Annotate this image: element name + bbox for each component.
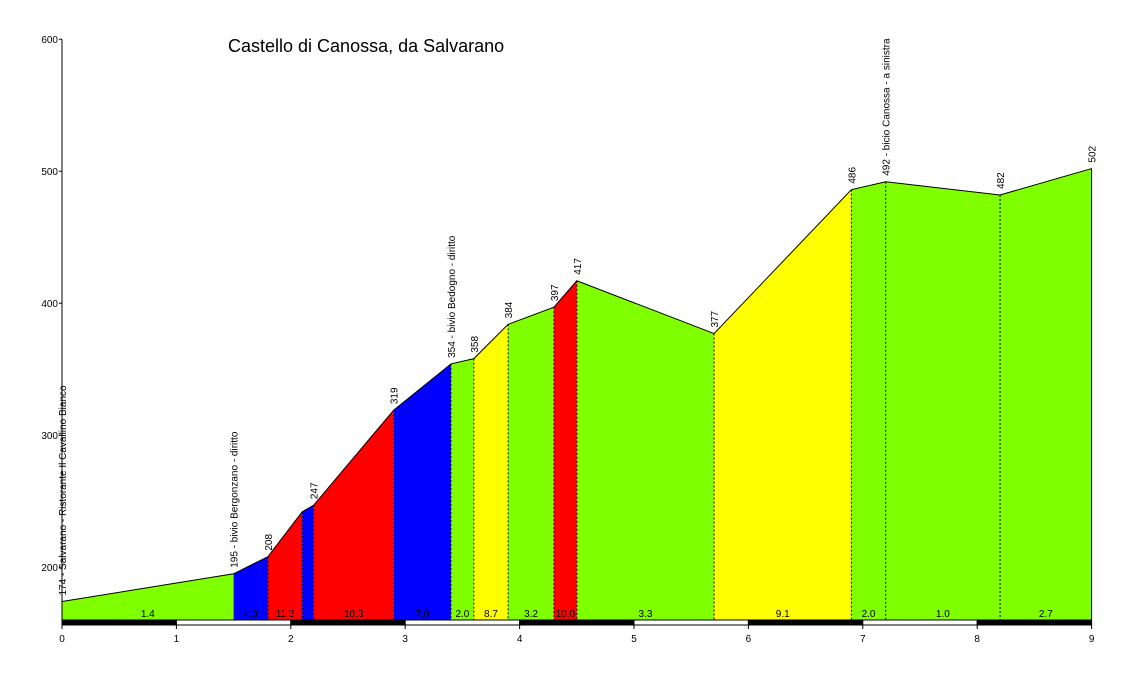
segment-fill-7 — [473, 324, 509, 620]
segment-fill-2 — [267, 511, 303, 620]
x-tick-label: 9 — [1089, 634, 1095, 645]
point-label: 417 — [573, 258, 584, 275]
y-tick-label: 600 — [41, 35, 58, 46]
segment-gradient-label: 2.7 — [1039, 609, 1053, 620]
gradient-labels: 1.4 4.3 11.3 10.3 7.0 2.0 8.7 3.2 10.0 3.3 9.1 2.0 1… — [141, 609, 1053, 620]
km-scale-block — [862, 619, 978, 626]
point-label: 247 — [310, 482, 321, 499]
point-label: 492 - bicio Canossa - a sinistra — [882, 38, 893, 176]
point-label: 319 — [390, 387, 401, 404]
segment-fill-10 — [576, 280, 715, 620]
profile-outline — [61, 168, 1093, 620]
point-label: 358 — [470, 336, 481, 353]
segment-gradient-label: 10.3 — [344, 609, 364, 620]
km-scale-block — [175, 619, 292, 626]
segment-gradient-label: 1.4 — [141, 609, 155, 620]
segment-fill-12 — [851, 181, 886, 620]
point-label: 502 — [1088, 145, 1099, 162]
km-scale-block — [61, 619, 177, 626]
point-label: 486 — [847, 167, 858, 184]
segment-gradient-label: 3.2 — [524, 609, 538, 620]
y-tick-label: 500 — [41, 167, 58, 178]
segment-fill-14 — [1000, 168, 1092, 620]
chart-title: Castello di Canossa, da Salvarano — [228, 36, 504, 56]
km-scale-block — [519, 619, 635, 626]
km-scale-block — [747, 619, 864, 626]
x-tick-label: 5 — [631, 634, 637, 645]
segment-gradient-label: 11.3 — [276, 609, 295, 620]
segment-fill-9 — [553, 280, 577, 620]
marker-lines — [267, 181, 1001, 620]
x-tick-label: 1 — [174, 634, 180, 645]
segment-fill-13 — [885, 181, 1001, 620]
gradient-fills — [62, 168, 1092, 620]
point-label: 354 - bivio Bedogno - diritto — [447, 235, 458, 358]
point-label: 195 - bivio Bergonzano - diritto — [230, 431, 241, 568]
segment-fill-11 — [714, 189, 852, 620]
point-label: 384 — [504, 301, 515, 318]
km-scale-block — [290, 619, 406, 626]
segment-gradient-label: 2.0 — [862, 609, 876, 620]
point-label: 174 - Salvarano - Ristorante Il Cavallin… — [58, 385, 69, 596]
point-labels: 174 - Salvarano - Ristorante Il Cavallin… — [58, 38, 1099, 595]
segment-gradient-label: 8.7 — [484, 609, 498, 620]
y-tick-label: 300 — [41, 431, 58, 442]
y-tick-label: 200 — [41, 563, 58, 574]
segment-fill-4 — [313, 410, 394, 620]
point-label: 377 — [710, 310, 721, 327]
segment-gradient-label: 2.0 — [455, 609, 469, 620]
segment-fill-3 — [302, 505, 314, 620]
segment-fill-6 — [450, 358, 474, 620]
segment-gradient-label: 3.3 — [638, 609, 652, 620]
km-scale-block — [404, 619, 521, 626]
segment-gradient-label: 10.0 — [556, 609, 576, 620]
x-tick-label: 6 — [746, 634, 752, 645]
segment-fill-1 — [233, 556, 268, 620]
x-tick-label: 4 — [517, 634, 523, 645]
km-scale-bar: 0 1 2 3 4 5 6 7 8 9 — [59, 619, 1095, 645]
segment-gradient-label: 7.0 — [415, 609, 429, 620]
point-label: 208 — [264, 534, 275, 551]
segment-fill-0 — [62, 573, 234, 620]
profile-line — [61, 168, 1092, 603]
x-tick-label: 2 — [288, 634, 294, 645]
x-tick-label: 0 — [59, 634, 65, 645]
segment-fill-5 — [393, 363, 451, 620]
x-tick-label: 7 — [860, 634, 866, 645]
segment-gradient-label: 1.0 — [936, 609, 950, 620]
km-scale-block — [633, 619, 749, 626]
y-tick-label: 400 — [41, 299, 58, 310]
point-label: 397 — [550, 284, 561, 301]
axes: 200 300 400 500 600 — [41, 35, 63, 620]
x-tick-label: 8 — [974, 634, 980, 645]
segment-gradient-label: 4.3 — [244, 609, 258, 620]
x-tick-label: 3 — [402, 634, 408, 645]
segment-fill-8 — [508, 307, 554, 620]
point-label: 482 — [996, 172, 1007, 189]
segment-gradient-label: 9.1 — [776, 609, 790, 620]
km-scale-block — [976, 619, 1093, 626]
